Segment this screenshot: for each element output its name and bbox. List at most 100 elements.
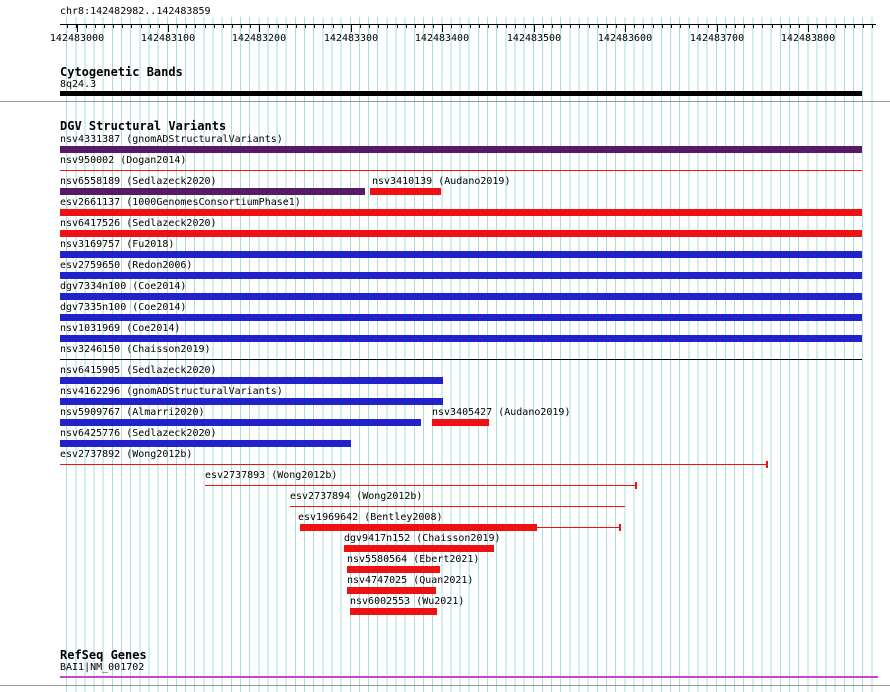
variant-label[interactable]: esv1969642 (Bentley2008) [298,512,443,523]
variant-label[interactable]: esv2737894 (Wong2012b) [290,491,423,502]
variant-label[interactable]: nsv950002 (Dogan2014) [60,155,187,166]
variant-label[interactable]: nsv4162296 (gnomADStructuralVariants) [60,386,283,397]
ruler-major-tick [534,25,535,32]
ruler-minor-tick [341,25,343,28]
ruler-minor-tick [826,25,828,28]
ruler-minor-tick [524,25,526,28]
variant-label[interactable]: nsv3169757 (Fu2018) [60,239,175,250]
ruler-minor-tick [414,25,416,28]
ruler-minor-tick [387,25,389,28]
ruler-minor-tick [753,25,755,28]
ruler-minor-tick [497,25,499,28]
ruler-minor-tick [862,25,864,28]
variant-label[interactable]: dgv7334n100 (Coe2014) [60,281,187,292]
ruler-minor-tick [94,25,96,28]
ruler-major-tick [442,25,443,32]
ruler-minor-tick [204,25,206,28]
variant-label[interactable]: dgv9417n152 (Chaisson2019) [344,533,501,544]
refseq-gene-line[interactable] [60,676,878,678]
variant-bar[interactable] [60,251,862,258]
variant-bar[interactable] [432,419,489,426]
variant-bar[interactable] [347,587,436,594]
ruler[interactable]: 142483000 142483100 142483200 142483300 1424… [0,0,890,48]
variant-label[interactable]: esv2737892 (Wong2012b) [60,449,193,460]
ruler-minor-tick [762,25,764,28]
variant-label[interactable]: dgv7335n100 (Coe2014) [60,302,187,313]
variant-bar[interactable] [60,314,862,321]
variant-bar[interactable] [60,230,862,237]
variant-bar[interactable] [60,419,421,426]
variant-line[interactable] [60,464,768,465]
variant-end-tick[interactable] [635,482,637,489]
variant-label[interactable]: esv2661137 (1000GenomesConsortiumPhase1) [60,197,301,208]
ruler-minor-tick [542,25,544,28]
variant-bar[interactable] [300,524,537,531]
ruler-major-tick [808,25,809,32]
variant-label[interactable]: nsv6417526 (Sedlazeck2020) [60,218,217,229]
variant-label[interactable]: nsv6425776 (Sedlazeck2020) [60,428,217,439]
variant-bar[interactable] [60,209,862,216]
variant-line[interactable] [205,485,637,486]
variant-line[interactable] [290,506,625,507]
variant-label[interactable]: esv2737893 (Wong2012b) [205,470,338,481]
ruler-minor-tick [241,25,243,28]
variant-bar[interactable] [60,293,862,300]
ruler-minor-tick [85,25,87,28]
ruler-minor-tick [670,25,672,28]
ruler-tick-label: 142483200 [231,33,287,44]
variant-end-tick[interactable] [619,524,621,531]
variant-end-tick[interactable] [766,461,768,468]
variant-line[interactable] [537,527,621,528]
variant-label[interactable]: nsv6002553 (Wu2021) [350,596,465,607]
ruler-minor-tick [177,25,179,28]
variant-label[interactable]: nsv4747025 (Quan2021) [347,575,474,586]
ruler-major-tick [717,25,718,32]
cytoband-bar[interactable] [60,91,862,96]
variant-bar[interactable] [347,566,440,573]
ruler-minor-tick [552,25,554,28]
ruler-minor-tick [744,25,746,28]
ruler-minor-tick [213,25,215,28]
variant-label[interactable]: nsv6415905 (Sedlazeck2020) [60,365,217,376]
ruler-minor-tick [332,25,334,28]
variant-label[interactable]: nsv5580564 (Ebert2021) [347,554,480,565]
ruler-minor-tick [460,25,462,28]
cytoband-label: 8q24.3 [60,79,97,90]
variant-label[interactable]: esv2759650 (Redon2006) [60,260,193,271]
ruler-minor-tick [186,25,188,28]
ruler-minor-tick [588,25,590,28]
ruler-minor-tick [478,25,480,28]
ruler-minor-tick [844,25,846,28]
ruler-minor-tick [122,25,124,28]
variant-label[interactable]: nsv3246150 (Chaisson2019) [60,344,211,355]
variant-label[interactable]: nsv5909767 (Almarri2020) [60,407,205,418]
variant-bar[interactable] [60,335,862,342]
variant-bar[interactable] [60,440,351,447]
variant-bar[interactable] [60,146,862,153]
ruler-minor-tick [579,25,581,28]
ruler-minor-tick [506,25,508,28]
ruler-minor-tick [689,25,691,28]
ruler-minor-tick [798,25,800,28]
variant-bar[interactable] [350,608,437,615]
variant-bar[interactable] [60,398,443,405]
variant-bar[interactable] [370,188,441,195]
gene-label[interactable]: BAI1|NM_001702 [60,662,145,673]
variant-line[interactable] [60,359,862,360]
variant-bar[interactable] [344,545,494,552]
ruler-minor-tick [295,25,297,28]
variant-bar[interactable] [60,377,443,384]
variant-bar[interactable] [60,188,365,195]
variant-label[interactable]: nsv6558189 (Sedlazeck2020) [60,176,217,187]
variant-label[interactable]: nsv1031969 (Coe2014) [60,323,181,334]
section-title-dgv-structural-variants: DGV Structural Variants [60,119,227,133]
variant-line[interactable] [60,170,862,171]
ruler-minor-tick [469,25,471,28]
ruler-major-tick [77,25,78,32]
variant-label[interactable]: nsv3405427 (Audano2019) [432,407,571,418]
variant-label[interactable]: nsv4331387 (gnomADStructuralVariants) [60,134,283,145]
ruler-minor-tick [570,25,572,28]
variant-bar[interactable] [60,272,862,279]
variant-label[interactable]: nsv3410139 (Audano2019) [372,176,511,187]
